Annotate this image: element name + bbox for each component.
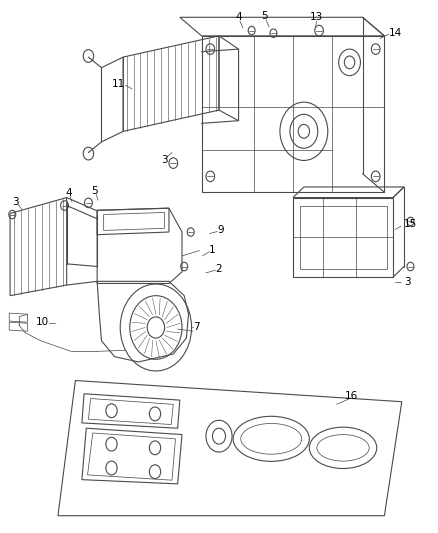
Text: 3: 3 xyxy=(404,277,410,287)
Text: 4: 4 xyxy=(235,12,242,22)
Text: 3: 3 xyxy=(12,197,19,207)
Text: 10: 10 xyxy=(36,317,49,327)
Text: 7: 7 xyxy=(193,322,199,332)
Text: 14: 14 xyxy=(389,28,402,38)
Text: 11: 11 xyxy=(112,78,126,88)
Text: 5: 5 xyxy=(92,186,98,196)
Text: 16: 16 xyxy=(345,391,358,401)
Text: 9: 9 xyxy=(218,225,225,236)
Text: 13: 13 xyxy=(310,12,324,22)
Text: 15: 15 xyxy=(404,219,417,229)
Text: 4: 4 xyxy=(66,188,72,198)
Text: 5: 5 xyxy=(261,11,268,21)
Text: 3: 3 xyxy=(161,156,168,165)
Text: 2: 2 xyxy=(215,264,223,273)
Text: 1: 1 xyxy=(209,245,216,255)
